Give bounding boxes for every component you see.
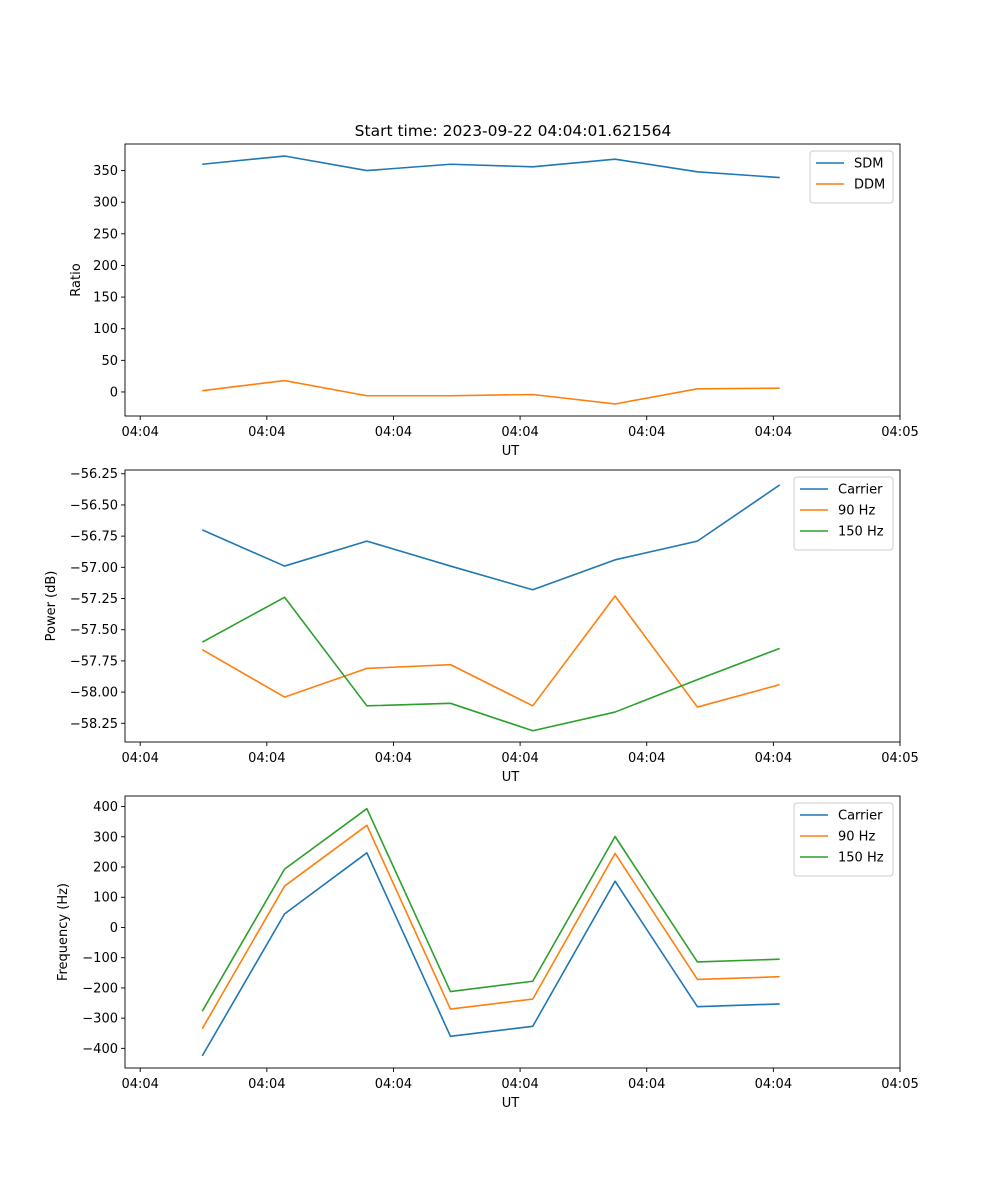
power-y-tick-label: −56.75 [70, 530, 118, 545]
power-series-150-hz [201, 596, 780, 732]
ratio-x-tick-label: 04:04 [755, 425, 792, 440]
power-y-tick-label: −57.75 [70, 654, 118, 669]
frequency-legend: Carrier 90 Hz 150 Hz [793, 802, 894, 877]
ratio-y-tick-label: 100 [93, 322, 118, 337]
frequency-y-tick-label: 300 [93, 830, 118, 845]
ratio-axes-frame [124, 143, 901, 417]
power-y-tick-label: −56.25 [70, 467, 118, 482]
power-series-90-hz [201, 595, 780, 708]
power-y-tick-label: −57.00 [70, 561, 118, 576]
ratio-y-tick-label: 150 [93, 291, 118, 306]
ratio-y-tick-label: 300 [93, 196, 118, 211]
ratio-x-tick-label: 04:04 [375, 425, 412, 440]
power-y-tick-label: −57.25 [70, 592, 118, 607]
ratio-x-tick-label: 04:04 [248, 425, 285, 440]
power-x-axis-label: UT [502, 770, 520, 785]
power-y-axis-label: Power (dB) [44, 571, 59, 642]
frequency-y-tick-label: −100 [82, 951, 118, 966]
frequency-y-tick-label: 200 [93, 861, 118, 876]
frequency-series-150-hz [201, 807, 780, 1012]
power-series-carrier [201, 484, 781, 591]
ratio-y-tick-label: 0 [110, 385, 118, 400]
ratio-legend: SDM DDM [809, 150, 894, 204]
power-y-tick-label: −56.50 [70, 498, 118, 513]
frequency-y-tick-label: −200 [82, 981, 118, 996]
power-x-tick-label: 04:04 [755, 751, 792, 766]
frequency-series-carrier [201, 852, 780, 1057]
power-legend-label-150-hz: 150 Hz [838, 525, 884, 540]
ratio-x-tick-label: 04:04 [628, 425, 665, 440]
frequency-panel: 04:04 04:04 04:04 04:04 04:04 04:04 04:05 −400 −… [56, 795, 919, 1111]
frequency-y-tick-label: 0 [110, 921, 118, 936]
frequency-series-90-hz [201, 824, 780, 1030]
frequency-y-tick-label: −400 [82, 1042, 118, 1057]
ratio-y-tick-label: 250 [93, 227, 118, 242]
power-y-tick-label: −57.50 [70, 623, 118, 638]
frequency-x-tick-label: 04:04 [755, 1077, 792, 1092]
power-legend-label-carrier: Carrier [838, 483, 883, 498]
ratio-x-axis-label: UT [502, 444, 520, 459]
ratio-panel: 04:04 04:04 04:04 04:04 04:04 04:04 04:05 0 50 10… [69, 143, 919, 459]
frequency-legend-label-150-hz: 150 Hz [838, 851, 884, 866]
ratio-series-ddm [202, 379, 780, 405]
frequency-y-tick-label: 100 [93, 891, 118, 906]
power-legend-label-90-hz: 90 Hz [838, 504, 875, 519]
power-x-tick-label: 04:04 [121, 751, 158, 766]
power-x-tick-label: 04:04 [628, 751, 665, 766]
frequency-x-tick-label: 04:04 [121, 1077, 158, 1092]
ratio-x-tick-label: 04:04 [121, 425, 158, 440]
ratio-legend-box [809, 150, 894, 204]
frequency-x-tick-label: 04:04 [628, 1077, 665, 1092]
frequency-y-tick-label: −300 [82, 1012, 118, 1027]
chart-title: Start time: 2023-09-22 04:04:01.621564 [355, 122, 672, 140]
power-x-tick-label: 04:04 [375, 751, 412, 766]
power-panel: 04:04 04:04 04:04 04:04 04:04 04:04 04:05 −58.2… [44, 467, 919, 785]
ratio-y-axis-label: Ratio [69, 263, 84, 296]
ratio-x-tick-label: 04:05 [881, 425, 918, 440]
frequency-y-axis-label: Frequency (Hz) [56, 883, 71, 981]
frequency-x-tick-label: 04:04 [501, 1077, 538, 1092]
frequency-axes-frame [124, 795, 901, 1069]
frequency-y-tick-label: 400 [93, 800, 118, 815]
frequency-legend-label-carrier: Carrier [838, 809, 883, 824]
ratio-y-tick-label: 350 [93, 164, 118, 179]
frequency-x-axis-label: UT [502, 1096, 520, 1111]
power-y-tick-label: −58.00 [70, 686, 118, 701]
ratio-series-sdm [202, 155, 780, 179]
ratio-legend-label-sdm: SDM [854, 157, 883, 172]
power-x-tick-label: 04:04 [501, 751, 538, 766]
frequency-x-tick-label: 04:04 [375, 1077, 412, 1092]
ratio-x-tick-label: 04:04 [501, 425, 538, 440]
ratio-y-tick-label: 50 [101, 354, 118, 369]
ratio-y-tick-label: 200 [93, 259, 118, 274]
frequency-x-tick-label: 04:04 [248, 1077, 285, 1092]
power-y-tick-label: −58.25 [70, 717, 118, 732]
frequency-legend-label-90-hz: 90 Hz [838, 830, 875, 845]
power-x-tick-label: 04:04 [248, 751, 285, 766]
frequency-x-tick-label: 04:05 [881, 1077, 918, 1092]
power-x-tick-label: 04:05 [881, 751, 918, 766]
power-legend: Carrier 90 Hz 150 Hz [793, 476, 894, 551]
ratio-legend-label-ddm: DDM [854, 178, 885, 193]
power-axes-frame [124, 469, 901, 743]
